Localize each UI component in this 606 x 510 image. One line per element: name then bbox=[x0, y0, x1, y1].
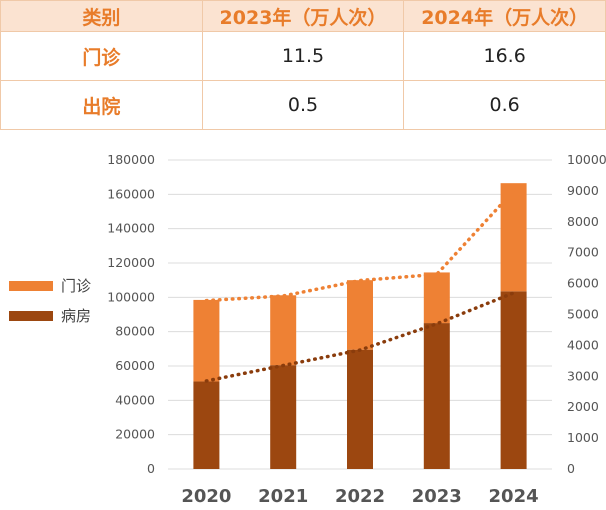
bar-inpatient-2024 bbox=[500, 291, 527, 469]
right-tick-label: 8000 bbox=[567, 214, 599, 229]
trendlines bbox=[204, 189, 516, 383]
bar-inpatient-2022 bbox=[347, 349, 373, 469]
legend-label-inpatient: 病房 bbox=[61, 307, 91, 325]
table-row: 出院 0.5 0.6 bbox=[0, 80, 606, 130]
left-tick-label: 120000 bbox=[107, 255, 155, 270]
right-axis-ticks: 0 1000 2000 3000 4000 5000 6000 7000 8000 9000 100… bbox=[567, 152, 606, 476]
left-tick-label: 160000 bbox=[107, 186, 155, 201]
bar-inpatient-2021 bbox=[270, 365, 297, 469]
right-tick-label: 9000 bbox=[567, 183, 599, 198]
left-tick-label: 0 bbox=[147, 461, 155, 476]
right-tick-label: 5000 bbox=[567, 307, 599, 322]
right-tick-label: 0 bbox=[567, 461, 575, 476]
left-tick-label: 40000 bbox=[115, 392, 155, 407]
right-tick-label: 1000 bbox=[567, 430, 599, 445]
table-row: 门诊 11.5 16.6 bbox=[0, 31, 606, 81]
table-header-row: 类别 2023年（万人次） 2024年（万人次） bbox=[0, 0, 606, 32]
right-tick-label: 6000 bbox=[567, 276, 599, 291]
left-tick-label: 100000 bbox=[107, 289, 155, 304]
left-tick-label: 180000 bbox=[107, 152, 155, 167]
bars bbox=[193, 183, 527, 469]
stacked-bar-chart: 0200004000060000800001000001200001400001… bbox=[9, 152, 606, 507]
bar-inpatient-2020 bbox=[193, 381, 220, 469]
cell-outpatient-2024: 16.6 bbox=[403, 31, 606, 81]
header-2023: 2023年（万人次） bbox=[201, 0, 405, 32]
right-tick-label: 2000 bbox=[567, 399, 599, 414]
cell-outpatient-2023: 11.5 bbox=[201, 31, 405, 81]
right-tick-label: 7000 bbox=[567, 245, 599, 260]
row-label-discharge: 出院 bbox=[0, 80, 203, 130]
bar-outpatient-2020 bbox=[193, 299, 220, 382]
bar-outpatient-2022 bbox=[347, 280, 373, 350]
right-tick-label: 4000 bbox=[567, 337, 599, 352]
cell-discharge-2023: 0.5 bbox=[201, 80, 405, 130]
left-tick-label: 20000 bbox=[115, 427, 155, 442]
cell-discharge-2024: 0.6 bbox=[403, 80, 606, 130]
left-axis-ticks: 0 20000 40000 60000 80000 100000 120000 140000 1… bbox=[107, 152, 155, 476]
left-tick-label: 80000 bbox=[115, 324, 155, 339]
row-label-outpatient: 门诊 bbox=[0, 31, 203, 81]
left-tick-label: 140000 bbox=[107, 221, 155, 236]
trendline-inpatient bbox=[204, 291, 516, 383]
right-tick-label: 10000 bbox=[567, 152, 606, 167]
x-tick-label: 2021 bbox=[258, 486, 308, 507]
x-axis-labels: 2020 2021 2022 2023 2024 bbox=[181, 486, 538, 507]
trendline-outpatient bbox=[204, 189, 516, 303]
x-tick-label: 2022 bbox=[335, 486, 385, 507]
header-category: 类别 bbox=[0, 0, 203, 32]
left-tick-label: 60000 bbox=[115, 358, 155, 373]
legend: 门诊 病房 bbox=[9, 277, 91, 325]
legend-label-outpatient: 门诊 bbox=[61, 277, 91, 295]
legend-swatch-inpatient bbox=[9, 311, 53, 321]
stats-table: 类别 2023年（万人次） 2024年（万人次） 门诊 11.5 16.6 出院… bbox=[0, 0, 606, 130]
x-tick-label: 2024 bbox=[489, 486, 539, 507]
x-tick-label: 2023 bbox=[412, 486, 462, 507]
bar-inpatient-2023 bbox=[423, 323, 450, 469]
header-2024: 2024年（万人次） bbox=[403, 0, 606, 32]
legend-swatch-outpatient bbox=[9, 281, 53, 291]
right-tick-label: 3000 bbox=[567, 368, 599, 383]
x-tick-label: 2020 bbox=[181, 486, 231, 507]
bar-outpatient-2021 bbox=[270, 295, 297, 366]
bar-outpatient-2023 bbox=[423, 272, 450, 324]
